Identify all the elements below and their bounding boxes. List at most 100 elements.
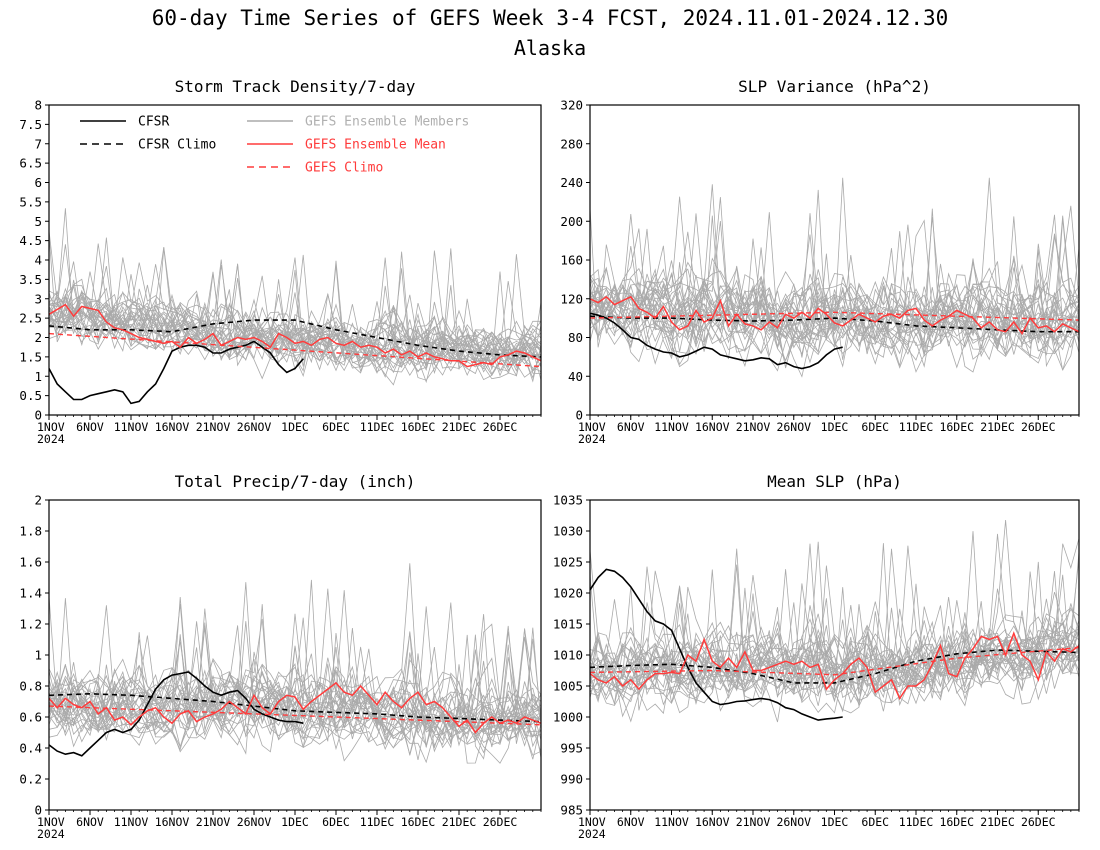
y-tick-label: 995	[560, 741, 583, 756]
y-tick-label: 5	[34, 214, 42, 229]
x-tick-label: 16DEC	[939, 420, 974, 434]
ensemble-member-line	[49, 637, 541, 737]
ensemble-member-line	[590, 218, 1079, 372]
y-tick-label: 1.5	[19, 349, 42, 364]
x-year-label: 2024	[578, 827, 606, 841]
ensemble-member-line	[590, 616, 1079, 715]
legend-cfsr-climo-label: CFSR Climo	[138, 138, 216, 153]
ensemble-member-line	[49, 271, 541, 377]
x-tick-label: 16DEC	[401, 420, 436, 434]
y-tick-label: 0	[575, 408, 583, 423]
series-gefs-ensemble-mean	[49, 303, 541, 368]
x-tick-label: 21NOV	[736, 815, 771, 829]
x-tick-label: 1NOV	[37, 420, 65, 434]
x-tick-label: 26DEC	[483, 815, 518, 829]
y-tick-label: 0	[34, 408, 42, 423]
x-tick-label: 16NOV	[155, 420, 190, 434]
series-gefs-ensemble-mean	[49, 681, 541, 734]
y-tick-label: 0.5	[19, 388, 42, 403]
plot-frame	[589, 104, 1080, 416]
series-cfsr	[49, 671, 304, 757]
y-tick-label: 0.2	[19, 772, 42, 787]
y-tick-label: 0	[34, 803, 42, 818]
ensemble-member-line	[49, 579, 541, 742]
x-tick-label: 6NOV	[76, 815, 104, 829]
y-tick-label: 7	[34, 136, 42, 151]
x-tick-label: 21NOV	[196, 420, 231, 434]
chart-title: Total Precip/7-day (inch)	[175, 472, 416, 491]
plot-frame	[48, 499, 542, 811]
y-tick-label: 0.6	[19, 710, 42, 725]
x-tick-label: 21NOV	[736, 420, 771, 434]
y-tick-label: 4	[34, 253, 42, 268]
x-tick-label: 11NOV	[654, 815, 689, 829]
series-gefs-ensemble-mean	[590, 631, 1079, 700]
x-tick-label: 11NOV	[114, 420, 149, 434]
series-cfsr-climo	[590, 649, 1079, 684]
series-cfsr	[590, 312, 843, 370]
y-tick-label: 5.5	[19, 194, 42, 209]
x-tick-label: 6DEC	[322, 815, 350, 829]
ensemble-members	[590, 519, 1079, 723]
y-tick-label: 0.8	[19, 679, 42, 694]
legend: CFSR CFSR Climo GEFS Ensemble Members GEFS …	[80, 115, 469, 176]
x-tick-label: 1NOV	[578, 815, 606, 829]
x-tick-label: 6NOV	[617, 815, 645, 829]
series-cfsr	[590, 568, 843, 721]
y-tick-label: 6.5	[19, 156, 42, 171]
y-tick-label: 1025	[553, 555, 583, 570]
ensemble-member-line	[49, 237, 541, 375]
x-tick-label: 11NOV	[654, 420, 689, 434]
x-tick-label: 1DEC	[821, 420, 849, 434]
x-tick-label: 1DEC	[281, 420, 309, 434]
series-gefs-climo	[590, 311, 1079, 321]
ensemble-member-line	[49, 617, 541, 754]
x-tick-label: 6DEC	[322, 420, 350, 434]
y-tick-label: 6	[34, 175, 42, 190]
x-tick-label: 21DEC	[442, 420, 477, 434]
series-gefs-climo	[49, 705, 541, 726]
x-tick-label: 21DEC	[980, 420, 1015, 434]
y-tick-label: 1010	[553, 648, 583, 663]
ensemble-member-line	[590, 184, 1079, 342]
y-tick-label: 8	[34, 98, 42, 113]
y-tick-label: 120	[560, 291, 583, 306]
y-tick-label: 160	[560, 253, 583, 268]
y-tick-label: 1	[34, 369, 42, 384]
y-tick-label: 1000	[553, 710, 583, 725]
y-tick-label: 320	[560, 98, 583, 113]
ensemble-member-line	[49, 625, 541, 756]
ensemble-member-line	[49, 244, 541, 371]
ensemble-member-line	[49, 234, 541, 373]
x-tick-label: 1NOV	[578, 420, 606, 434]
y-tick-label: 1	[34, 648, 42, 663]
ensemble-members	[49, 208, 541, 386]
y-tick-label: 240	[560, 175, 583, 190]
legend-cfsr-label: CFSR	[138, 115, 169, 130]
ensemble-member-line	[49, 604, 541, 748]
y-tick-label: 1.4	[19, 586, 42, 601]
x-tick-label: 21DEC	[442, 815, 477, 829]
ensemble-member-line	[49, 588, 541, 741]
ensemble-member-line	[590, 243, 1079, 357]
x-tick-label: 26DEC	[1021, 420, 1056, 434]
ensemble-members	[590, 177, 1079, 378]
x-tick-label: 26NOV	[237, 815, 272, 829]
x-tick-label: 16NOV	[155, 815, 190, 829]
series-gefs-climo	[49, 332, 541, 368]
x-tick-label: 16DEC	[939, 815, 974, 829]
x-year-label: 2024	[37, 432, 65, 446]
ensemble-member-line	[49, 613, 541, 753]
ensemble-member-line	[49, 254, 541, 378]
ensemble-member-line	[49, 657, 541, 742]
x-tick-label: 16NOV	[695, 815, 730, 829]
x-year-label: 2024	[578, 432, 606, 446]
ensemble-member-line	[590, 261, 1079, 369]
x-tick-label: 1NOV	[37, 815, 65, 829]
x-tick-label: 26DEC	[1021, 815, 1056, 829]
series-gefs-ensemble-mean	[590, 295, 1079, 336]
page-title: 60-day Time Series of GEFS Week 3-4 FCST…	[151, 6, 949, 30]
y-tick-label: 1.8	[19, 524, 42, 539]
y-tick-label: 2	[34, 330, 42, 345]
